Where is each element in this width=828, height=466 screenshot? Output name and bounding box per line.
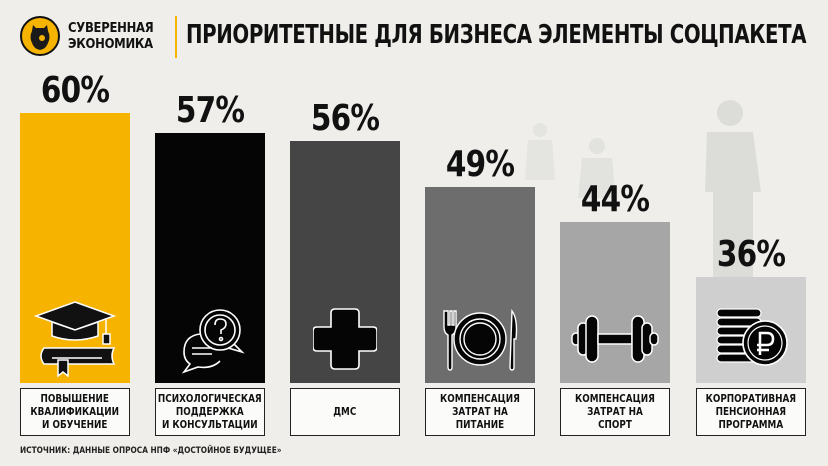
brand-name: СУВЕРЕННАЯ ЭКОНОМИКА — [68, 20, 167, 52]
bar-label-1: ПОВЫШЕНИЕ КВАЛИФИКАЦИИ И ОБУЧЕНИЕ — [20, 388, 130, 436]
graduation-cap-book-icon — [20, 299, 130, 379]
bar-value-3: 56% — [310, 98, 380, 139]
bar-1 — [20, 113, 130, 383]
brand-line1: СУВЕРЕННАЯ — [68, 20, 154, 36]
dumbbell-icon — [560, 299, 670, 379]
medical-cross-icon — [290, 299, 400, 379]
bar-value-2: 57% — [175, 90, 245, 131]
bar-label-5: КОМПЕНСАЦИЯ ЗАТРАТ НА СПОРТ — [560, 388, 670, 436]
bar-value-6: 36% — [716, 234, 786, 275]
header: СУВЕРЕННАЯ ЭКОНОМИКА ПРИОРИТЕТНЫЕ ДЛЯ БИ… — [20, 14, 807, 58]
header-divider — [175, 16, 177, 58]
page-title: ПРИОРИТЕТНЫЕ ДЛЯ БИЗНЕСА ЭЛЕМЕНТЫ СОЦПАК… — [186, 20, 807, 50]
bar-5 — [560, 222, 670, 383]
bar-6 — [696, 277, 806, 383]
ruble-coins-icon — [696, 299, 806, 379]
bar-label-4: КОМПЕНСАЦИЯ ЗАТРАТ НА ПИТАНИЕ — [425, 388, 535, 436]
bar-value-4: 49% — [445, 144, 515, 185]
plate-fork-knife-icon — [425, 299, 535, 379]
bear-logo-icon — [20, 16, 60, 56]
bar-3 — [290, 141, 400, 383]
bar-label-2: ПСИХОЛОГИЧЕСКАЯ ПОДДЕРЖКА И КОНСУЛЬТАЦИИ — [155, 388, 265, 436]
bar-value-5: 44% — [580, 179, 650, 220]
brand-line2: ЭКОНОМИКА — [68, 36, 153, 52]
source-note: ИСТОЧНИК: ДАННЫЕ ОПРОСА НПФ «ДОСТОЙНОЕ Б… — [20, 446, 282, 456]
bar-value-1: 60% — [40, 70, 110, 111]
bar-4 — [425, 187, 535, 383]
bar-label-6: КОРПОРАТИВНАЯ ПЕНСИОННАЯ ПРОГРАММА — [696, 388, 806, 436]
bar-2 — [155, 133, 265, 383]
chat-bubbles-question-icon — [155, 299, 265, 379]
bar-label-3: ДМС — [290, 388, 400, 436]
